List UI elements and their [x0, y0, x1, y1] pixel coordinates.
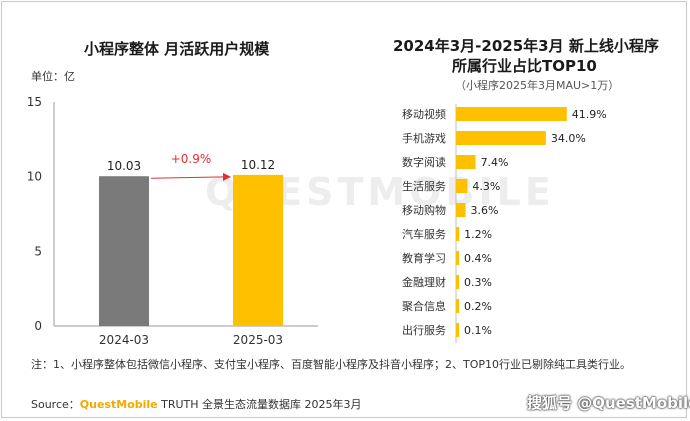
category-label-0: 移动视频 [402, 107, 446, 121]
category-label-9: 出行服务 [402, 323, 446, 337]
hbar-出行服务 [456, 323, 459, 337]
hbar-汽车服务 [456, 227, 460, 241]
category-label-4: 移动购物 [402, 203, 446, 217]
y-tick-label-0: 0 [34, 319, 42, 333]
category-label-6: 教育学习 [402, 251, 446, 265]
x-tick-label-0: 2024-03 [99, 333, 149, 347]
left-chart-unit-label: 单位：亿 [31, 70, 75, 83]
platform-watermark: 搜狐号 @QuestMobile [527, 394, 690, 412]
y-tick-label-3: 15 [27, 95, 42, 109]
left-chart-title: 小程序整体 月活跃用户规模 [84, 40, 270, 58]
y-tick-label-2: 10 [27, 170, 42, 184]
hbar-教育学习 [456, 251, 459, 265]
hbar-金融理财 [456, 275, 459, 289]
growth-arrow-head [223, 172, 231, 181]
hbar-value-label-7: 0.3% [464, 276, 492, 289]
right-chart-title-line1: 2024年3月-2025年3月 新上线小程序 [393, 37, 659, 55]
right-chart-title-line2: 所属行业占比TOP10 [452, 57, 597, 75]
hbar-value-label-3: 4.3% [472, 180, 500, 193]
hbar-value-label-1: 34.0% [551, 132, 586, 145]
hbar-移动购物 [456, 203, 466, 217]
source-prefix: Source： [31, 398, 80, 411]
bar-value-label-0: 10.03 [107, 159, 141, 173]
source-rest: TRUTH 全景生态流量数据库 2025年3月 [157, 398, 362, 411]
hbar-聚合信息 [456, 299, 459, 313]
hbar-value-label-9: 0.1% [464, 324, 492, 337]
hbar-value-label-8: 0.2% [464, 300, 492, 313]
hbar-value-label-2: 7.4% [481, 156, 509, 169]
growth-annotation: +0.9% [171, 152, 212, 166]
x-tick-label-1: 2025-03 [233, 333, 283, 347]
source-brand: QuestMobile [79, 398, 158, 411]
bar-2025-03 [233, 174, 283, 326]
left-bar-chart: 0 5 10 15 10.03 2024-03 10.12 2025-03 +0.9% [27, 95, 318, 347]
category-label-1: 手机游戏 [402, 131, 446, 145]
right-hbar-chart: 移动视频 41.9% 手机游戏 34.0% 数字阅读 7.4% 生活服务 4.3% 移动购物 3.… [402, 104, 607, 343]
category-label-8: 聚合信息 [402, 299, 446, 313]
hbar-value-label-4: 3.6% [471, 204, 499, 217]
hbar-value-label-5: 1.2% [464, 228, 492, 241]
hbar-value-label-6: 0.4% [464, 252, 492, 265]
bar-2024-03 [99, 176, 149, 326]
hbar-生活服务 [456, 179, 468, 193]
category-label-7: 金融理财 [402, 275, 446, 289]
source-line: Source：QuestMobile TRUTH 全景生态流量数据库 2025年… [31, 396, 362, 412]
footnote: 注：1、小程序整体包括微信小程序、支付宝小程序、百度智能小程序及抖音小程序；2、… [31, 358, 632, 371]
category-label-5: 汽车服务 [402, 227, 446, 241]
y-tick-label-1: 5 [34, 244, 42, 258]
category-label-3: 生活服务 [402, 179, 446, 193]
right-chart-subtitle: （小程序2025年3月MAU>1万） [455, 79, 620, 92]
hbar-value-label-0: 41.9% [572, 108, 607, 121]
category-label-2: 数字阅读 [402, 155, 446, 169]
bar-value-label-1: 10.12 [241, 158, 275, 172]
growth-arrow-line [150, 176, 226, 179]
hbar-手机游戏 [456, 131, 546, 145]
hbar-移动视频 [456, 107, 567, 121]
hbar-数字阅读 [456, 155, 476, 169]
